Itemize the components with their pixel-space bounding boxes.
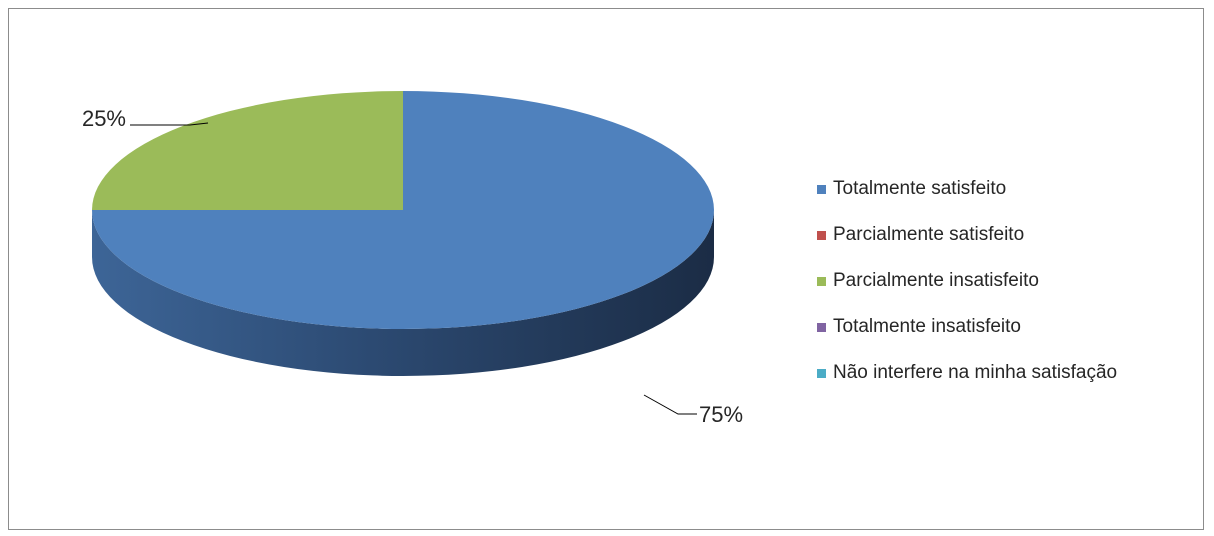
legend-swatch xyxy=(817,368,826,378)
chart-frame: 75% 25% Totalmente satisfeito Parcialment… xyxy=(8,8,1204,530)
legend-item: Não interfere na minha satisfação xyxy=(817,361,1117,385)
legend-item: Parcialmente insatisfeito xyxy=(817,269,1117,293)
pie-sides xyxy=(92,210,714,376)
pie-slice xyxy=(92,91,403,210)
legend-item: Parcialmente satisfeito xyxy=(817,223,1117,247)
legend-swatch xyxy=(817,184,826,194)
data-label: 75% xyxy=(699,402,743,427)
pie-leaders xyxy=(130,122,697,415)
data-label-leader xyxy=(130,122,209,126)
pie-slice-side xyxy=(92,210,714,376)
pie-chart: 75% 25% xyxy=(82,91,743,427)
legend-label: Totalmente insatisfeito xyxy=(833,316,1021,337)
legend-item: Totalmente insatisfeito xyxy=(817,315,1117,339)
legend-label: Não interfere na minha satisfação xyxy=(833,362,1118,383)
legend-swatch xyxy=(817,276,826,286)
data-label-leader xyxy=(643,394,697,415)
legend: Totalmente satisfeito Parcialmente satis… xyxy=(817,177,1117,407)
legend-label: Parcialmente insatisfeito xyxy=(833,270,1039,291)
pie-tops xyxy=(92,91,714,329)
legend-item: Totalmente satisfeito xyxy=(817,177,1117,201)
legend-label: Parcialmente satisfeito xyxy=(833,224,1025,245)
data-label: 25% xyxy=(82,106,126,131)
pie-labels: 75% 25% xyxy=(82,106,743,427)
legend-label: Totalmente satisfeito xyxy=(833,178,1007,199)
legend-swatch xyxy=(817,322,826,332)
legend-swatch xyxy=(817,230,826,240)
